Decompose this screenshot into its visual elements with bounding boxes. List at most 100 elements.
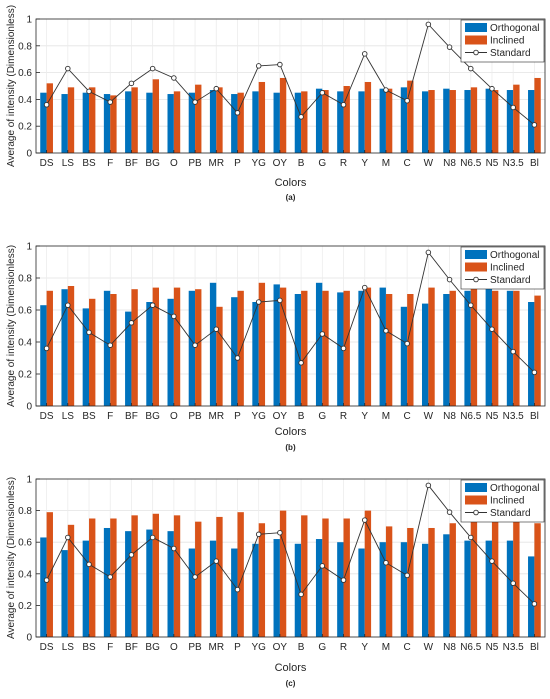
legend-label-standard: Standard [490, 508, 531, 519]
point-standard-mr [213, 326, 220, 332]
x-tick-label: MR [208, 411, 224, 422]
bar-orthogonal-y [358, 548, 365, 637]
bar-inclined-b [301, 515, 308, 637]
x-tick-label: G [318, 411, 326, 422]
point-standard-n8 [446, 276, 453, 283]
x-tick-label: W [424, 158, 434, 169]
point-standard-ds [43, 345, 50, 352]
x-tick-label: N8 [443, 411, 456, 422]
x-axis-label: Colors [275, 426, 307, 438]
x-tick-label: PB [188, 642, 202, 653]
bar-inclined-f [110, 95, 117, 153]
bar-orthogonal-ds [40, 92, 47, 153]
x-tick-label: BS [82, 158, 96, 169]
bar-orthogonal-c [400, 87, 408, 153]
x-tick-label: O [170, 642, 178, 653]
bar-orthogonal-bg [146, 92, 153, 153]
bar-orthogonal-bf [125, 531, 132, 637]
bar-inclined-mr [216, 87, 223, 153]
point-standard-oy [277, 61, 283, 68]
bar-inclined-bl [534, 523, 541, 637]
bar-inclined-yg [258, 523, 266, 637]
point-standard-n6-5 [468, 302, 474, 308]
bar-inclined-g [322, 518, 329, 637]
x-tick-label: N5 [486, 642, 499, 653]
bar-inclined-r [343, 86, 350, 153]
bar-orthogonal-f [103, 94, 111, 153]
bar-orthogonal-yg [252, 543, 259, 637]
bar-inclined-r [343, 290, 350, 406]
point-standard-yg [255, 63, 262, 69]
y-tick-label: 0.2 [18, 370, 32, 381]
bar-orthogonal-oy [273, 92, 280, 153]
x-tick-label: R [340, 411, 347, 422]
y-axis-label: Average of intensity (Dimensionless) [6, 477, 17, 639]
bar-orthogonal-ls [61, 94, 68, 153]
point-standard-bg [149, 65, 156, 72]
bar-orthogonal-g [315, 539, 323, 637]
point-standard-n6-5 [468, 65, 474, 72]
bar-orthogonal-n5 [485, 88, 492, 153]
x-tick-label: F [107, 158, 113, 169]
bar-inclined-n8 [449, 523, 456, 637]
x-tick-label: C [404, 411, 411, 422]
x-tick-label: N8 [443, 642, 456, 653]
point-standard-r [340, 102, 347, 108]
point-standard-n3-5 [510, 580, 516, 587]
bar-inclined-bs [89, 298, 96, 406]
x-tick-label: N3.5 [503, 411, 525, 422]
x-tick-label: DS [40, 642, 54, 653]
point-standard-g [319, 563, 326, 569]
bar-orthogonal-pb [188, 92, 196, 153]
point-standard-n8 [446, 44, 453, 50]
x-tick-label: W [424, 411, 434, 422]
x-tick-label: BG [145, 158, 160, 169]
point-standard-w [425, 21, 432, 28]
x-tick-label: B [298, 642, 305, 653]
bar-inclined-n3-5 [513, 84, 520, 153]
x-tick-label: YG [251, 411, 266, 422]
x-tick-label: MR [208, 642, 224, 653]
bar-orthogonal-b [294, 294, 302, 406]
bar-inclined-n6-5 [470, 515, 478, 637]
x-tick-label: LS [62, 158, 75, 169]
series-line-standard [46, 251, 535, 373]
x-tick-label: M [382, 158, 390, 169]
bar-orthogonal-bf [125, 91, 132, 153]
point-standard-bs [86, 88, 92, 95]
bar-orthogonal-mr [209, 282, 217, 406]
bar-inclined-c [407, 527, 414, 637]
bar-orthogonal-bs [82, 540, 90, 637]
point-standard-f [107, 99, 113, 105]
x-tick-label: LS [62, 642, 75, 653]
bar-orthogonal-n8 [443, 294, 450, 406]
bar-orthogonal-n3-5 [506, 90, 514, 153]
point-standard-f [107, 574, 113, 580]
x-tick-label: OY [273, 158, 288, 169]
bar-inclined-n8 [449, 90, 456, 153]
bar-orthogonal-yg [252, 91, 259, 153]
x-tick-label: O [170, 158, 178, 169]
x-tick-label: DS [40, 158, 54, 169]
bar-inclined-c [407, 80, 414, 153]
bar-orthogonal-bg [146, 529, 153, 637]
bar-inclined-bf [131, 515, 138, 637]
legend-swatch-orthogonal [465, 23, 487, 32]
point-standard-n3-5 [510, 104, 516, 111]
point-standard-r [340, 345, 347, 352]
x-tick-label: M [382, 642, 390, 653]
legend-swatch-orthogonal [465, 483, 487, 492]
x-tick-label: Bl [530, 411, 539, 422]
point-standard-ds [43, 102, 50, 108]
y-tick-label: 0.8 [18, 41, 32, 52]
point-standard-n3-5 [510, 348, 516, 355]
bar-inclined-n8 [449, 290, 456, 406]
x-tick-label: Y [361, 642, 368, 653]
plot-area [36, 19, 545, 153]
bar-orthogonal-n6-5 [464, 90, 471, 153]
bar-orthogonal-c [400, 306, 408, 406]
point-standard-p [234, 110, 241, 116]
x-tick-label: P [234, 158, 241, 169]
